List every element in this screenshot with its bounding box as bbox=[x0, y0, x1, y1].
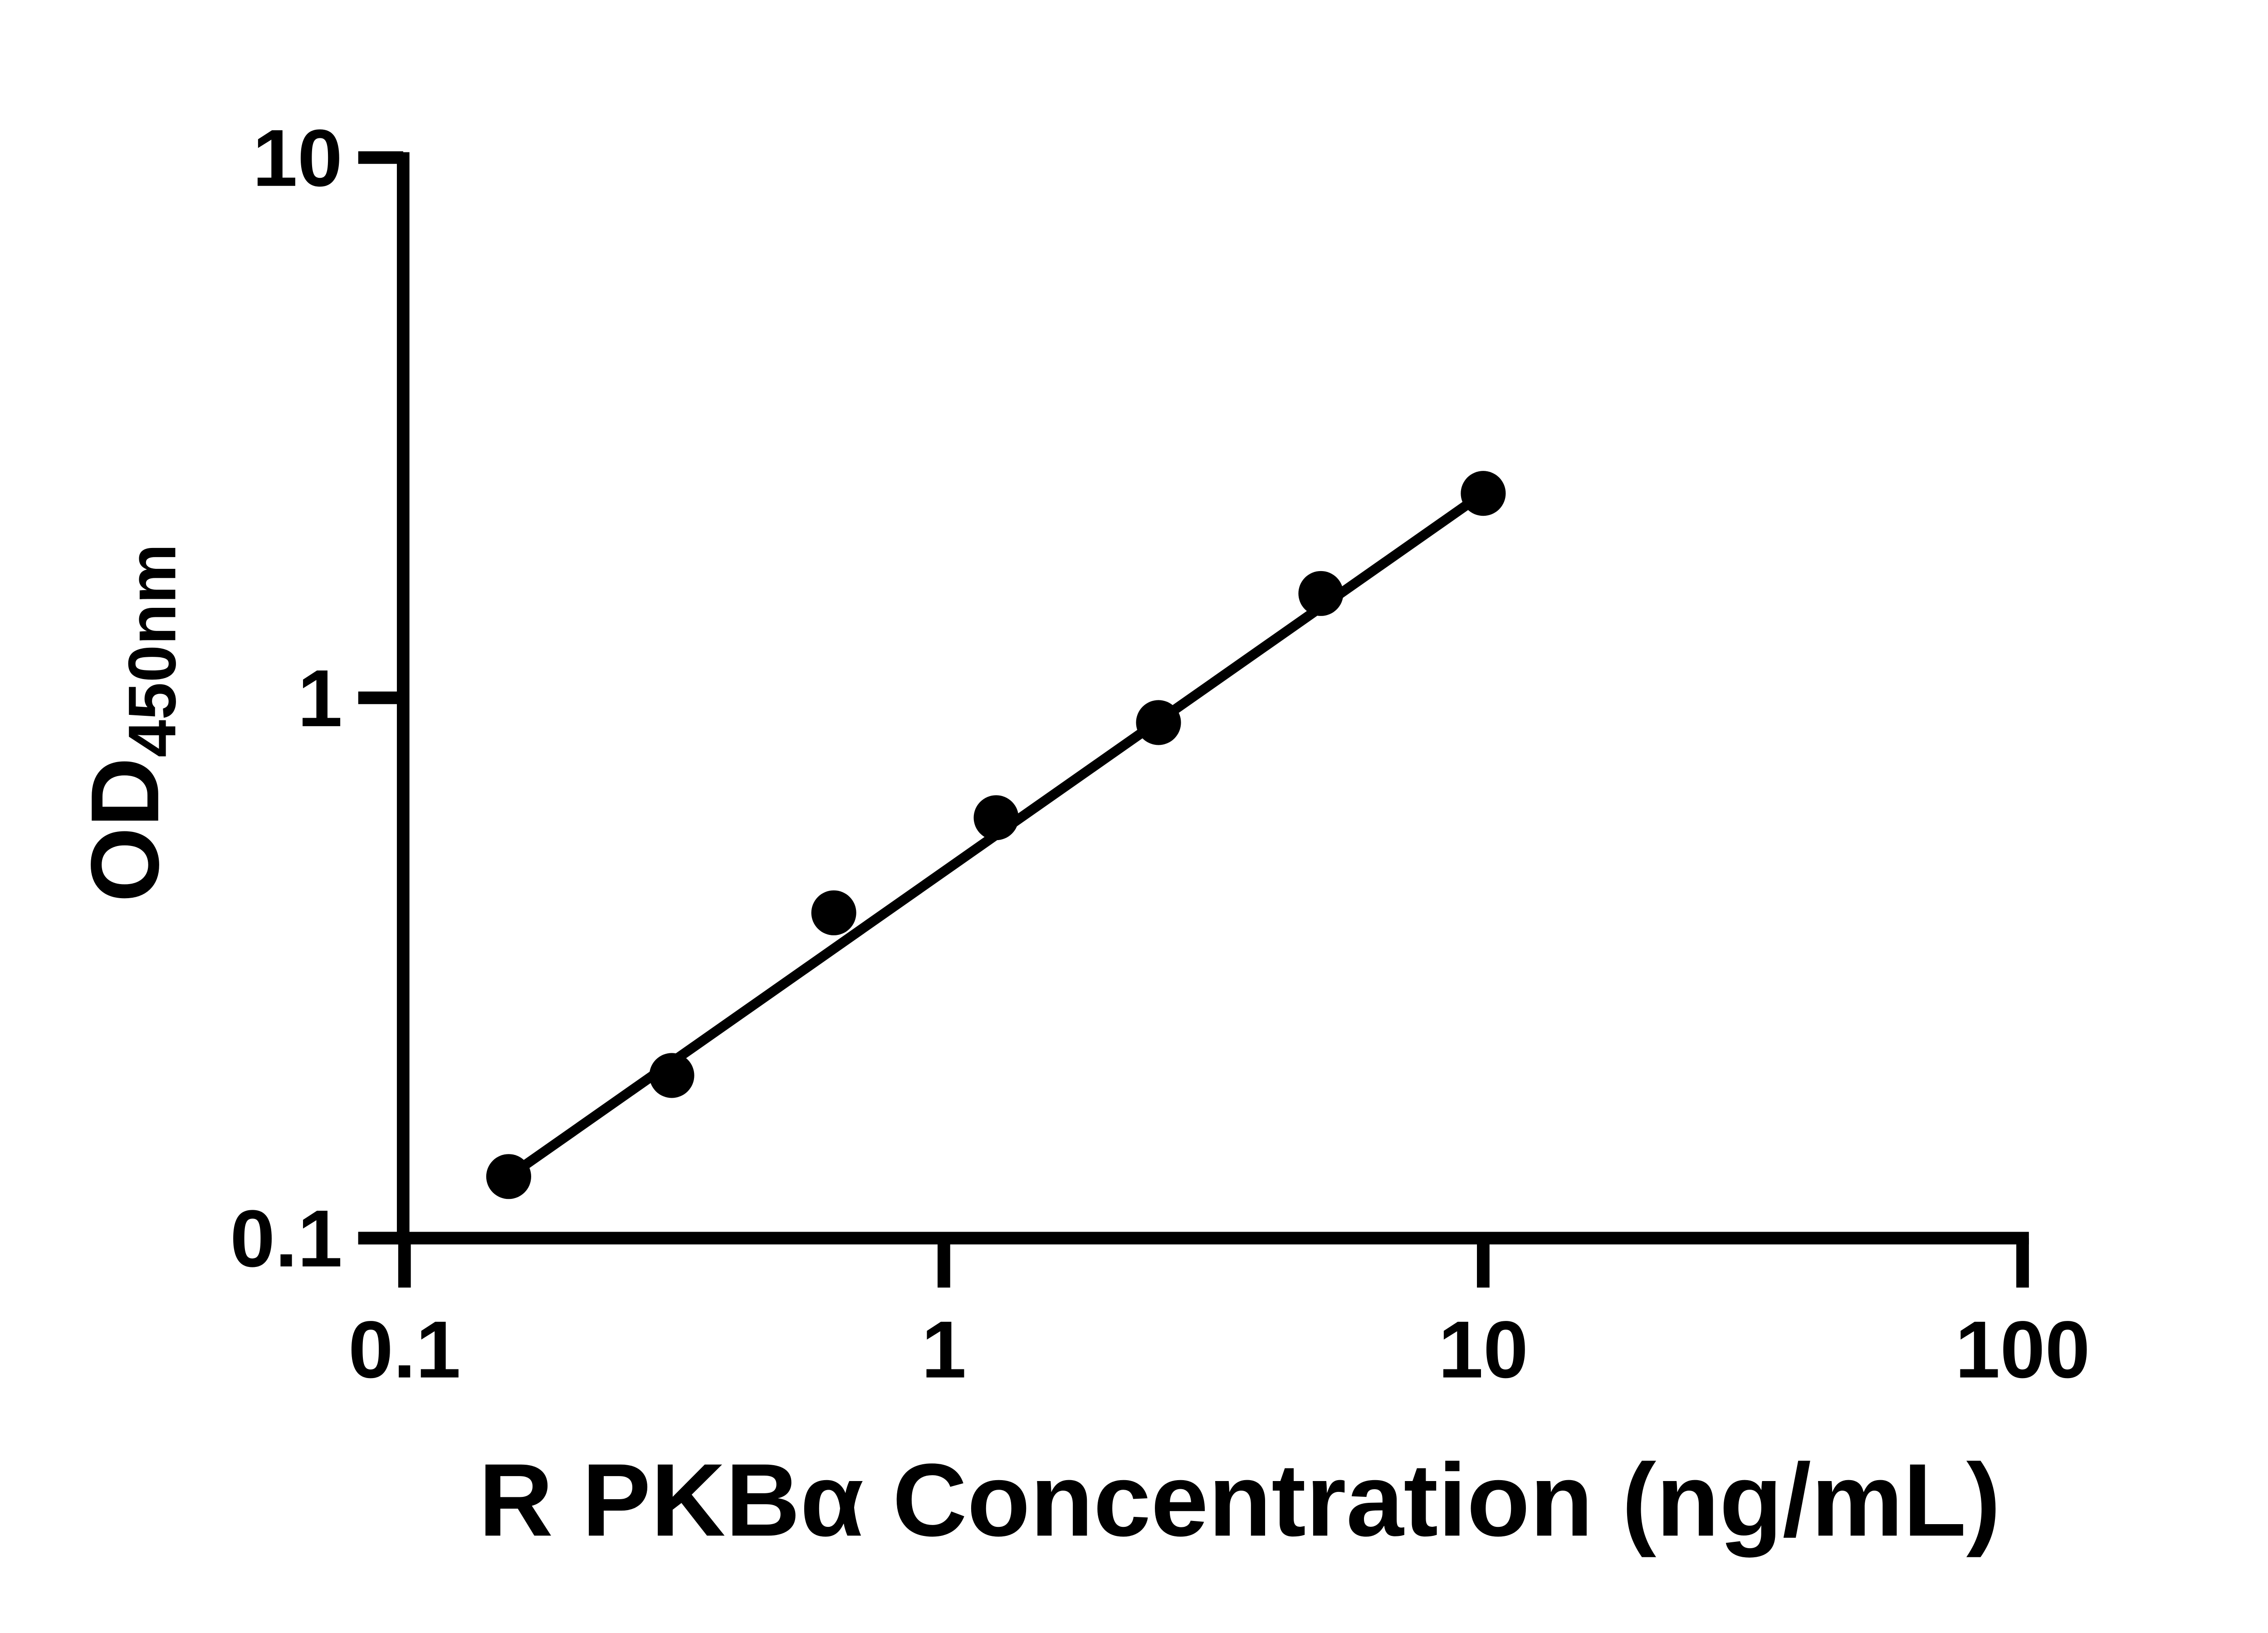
x-tick-label: 0.1 bbox=[348, 1305, 461, 1395]
y-axis-title: OD450nm bbox=[71, 544, 190, 902]
data-point bbox=[1136, 700, 1181, 745]
y-tick-label: 1 bbox=[298, 653, 342, 743]
data-point bbox=[811, 890, 856, 935]
x-tick-label: 10 bbox=[1438, 1305, 1528, 1395]
data-series bbox=[486, 471, 1506, 1199]
y-axis-title-subscript: 450nm bbox=[114, 544, 190, 758]
x-tick-label: 100 bbox=[1955, 1305, 2090, 1395]
y-tick-label: 10 bbox=[253, 113, 342, 203]
data-point bbox=[1461, 471, 1506, 516]
axes bbox=[358, 151, 2029, 1288]
y-axis-title-main: OD bbox=[71, 758, 179, 903]
tick-labels: 0.1 1 10 100 0.1 1 10 bbox=[230, 113, 2090, 1395]
y-tick-label: 0.1 bbox=[230, 1193, 342, 1284]
data-point bbox=[486, 1154, 531, 1199]
x-tick-label: 1 bbox=[921, 1305, 966, 1395]
x-axis-title: R PKBα Concentration (ng/mL) bbox=[479, 1442, 2001, 1558]
data-point bbox=[1298, 571, 1344, 616]
data-point bbox=[649, 1053, 694, 1098]
data-point bbox=[973, 795, 1019, 841]
chart-background bbox=[0, 7, 2268, 1626]
